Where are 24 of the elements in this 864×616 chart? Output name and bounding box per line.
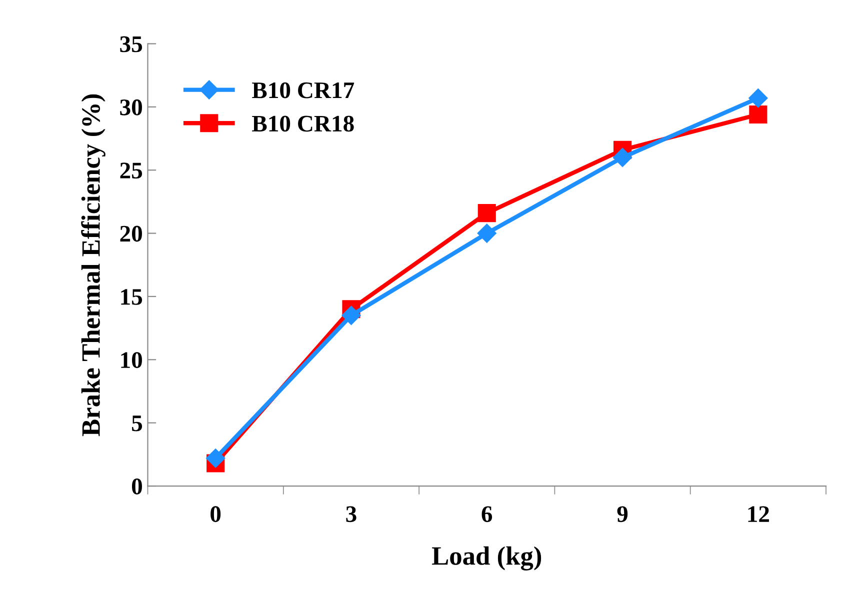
point	[748, 88, 768, 108]
point	[612, 148, 632, 167]
y-tick-label: 25	[120, 162, 142, 179]
y-tick-label: 30	[120, 99, 142, 116]
x-axis-title: Load (kg)	[432, 546, 542, 570]
y-tick-label: 0	[132, 478, 142, 494]
y-tick-label: 20	[120, 226, 142, 242]
y-axis-title: Brake Thermal Efficiency (%)	[81, 94, 106, 436]
y-tick-label: 10	[121, 352, 142, 368]
point	[206, 448, 226, 468]
point	[342, 306, 361, 325]
legend-label: B10 CR18	[252, 116, 354, 132]
x-tick-label: 12	[748, 506, 769, 522]
point	[477, 224, 496, 243]
x-tick-label: 6	[482, 506, 492, 522]
y-tick-label: 5	[132, 416, 142, 432]
x-tick-label: 0	[210, 506, 221, 522]
point	[478, 204, 496, 222]
x-tick-label: 3	[346, 506, 356, 522]
x-tick-label: 9	[617, 506, 628, 522]
y-tick-label: 35	[120, 36, 142, 52]
point	[749, 105, 768, 124]
legend-label: B10 CR17	[252, 82, 354, 98]
y-tick-label: 15	[121, 289, 142, 305]
